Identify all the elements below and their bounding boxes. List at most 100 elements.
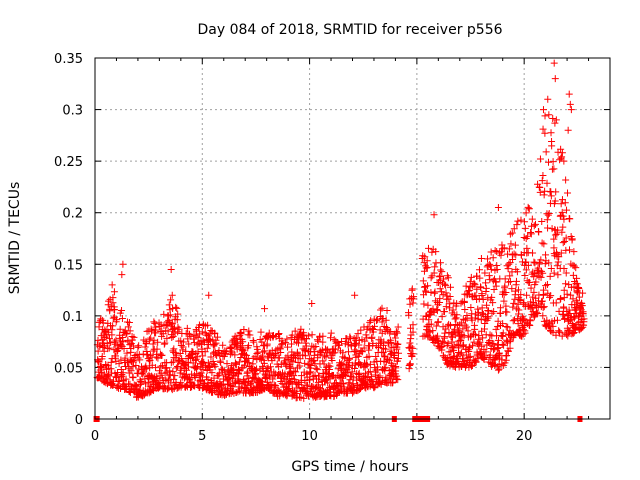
data-point <box>490 340 498 348</box>
data-point <box>324 379 332 387</box>
data-point <box>354 330 362 338</box>
data-point <box>145 336 153 344</box>
data-point <box>427 320 435 328</box>
data-point <box>253 345 261 353</box>
data-point <box>560 286 568 294</box>
data-point <box>223 360 231 368</box>
data-point <box>557 145 565 153</box>
data-point <box>170 324 178 332</box>
data-point <box>471 281 479 289</box>
data-point <box>123 349 131 357</box>
data-point <box>110 288 118 296</box>
data-point <box>446 321 454 329</box>
data-point <box>410 293 418 301</box>
data-point <box>540 286 548 294</box>
data-point <box>526 278 534 286</box>
y-tick-label: 0.05 <box>54 361 83 376</box>
data-point <box>423 257 431 265</box>
data-point <box>474 308 482 316</box>
data-point <box>394 376 402 384</box>
data-point <box>158 351 166 359</box>
data-point <box>332 345 340 353</box>
data-point <box>384 355 392 363</box>
data-point <box>525 321 533 329</box>
data-point <box>420 283 428 291</box>
data-point <box>172 351 180 359</box>
data-point <box>554 258 562 266</box>
data-point <box>434 318 442 326</box>
data-point <box>460 341 468 349</box>
data-point <box>368 333 376 341</box>
data-point <box>208 369 216 377</box>
data-point <box>480 352 488 360</box>
data-point <box>311 348 319 356</box>
data-point <box>510 250 518 258</box>
data-point <box>563 290 571 298</box>
data-point <box>462 282 470 290</box>
data-point <box>468 362 476 370</box>
data-point <box>464 327 472 335</box>
data-point <box>478 291 486 299</box>
data-point <box>423 263 431 271</box>
data-point <box>523 244 531 252</box>
data-point <box>558 228 566 236</box>
data-point <box>348 389 356 397</box>
data-point <box>510 316 518 324</box>
data-point <box>266 363 274 371</box>
data-point <box>431 288 439 296</box>
data-point <box>134 343 142 351</box>
data-point <box>132 361 140 369</box>
data-point <box>534 264 542 272</box>
data-point <box>566 309 574 317</box>
data-point <box>214 333 222 341</box>
data-point <box>477 255 485 263</box>
data-point <box>517 291 525 299</box>
data-point <box>422 287 430 295</box>
data-point <box>494 317 502 325</box>
data-point <box>491 247 499 255</box>
data-point <box>226 343 234 351</box>
data-point <box>325 362 333 370</box>
data-point <box>230 380 238 388</box>
data-point <box>289 358 297 366</box>
data-point <box>305 392 313 400</box>
data-point <box>380 338 388 346</box>
data-point <box>284 343 292 351</box>
data-point <box>381 363 389 371</box>
data-point <box>316 386 324 394</box>
y-tick-label: 0.3 <box>62 104 83 119</box>
data-point <box>502 302 510 310</box>
data-point <box>351 359 359 367</box>
data-point <box>220 366 228 374</box>
data-point <box>427 274 435 282</box>
data-point <box>319 338 327 346</box>
data-point <box>506 230 514 238</box>
data-point <box>104 361 112 369</box>
data-point <box>550 235 558 243</box>
data-point <box>572 264 580 272</box>
data-point <box>452 314 460 322</box>
data-point <box>344 348 352 356</box>
data-point <box>204 321 212 329</box>
data-point <box>468 342 476 350</box>
data-point <box>562 269 570 277</box>
data-point <box>438 268 446 276</box>
data-point <box>425 333 433 341</box>
data-point <box>460 357 468 365</box>
data-point <box>152 364 160 372</box>
data-point <box>169 368 177 376</box>
data-point <box>245 342 253 350</box>
data-point <box>298 372 306 380</box>
data-point <box>537 273 545 281</box>
data-point <box>441 329 449 337</box>
data-point <box>460 297 468 305</box>
data-point <box>514 286 522 294</box>
data-point <box>427 288 435 296</box>
y-tick-label: 0 <box>75 413 83 428</box>
data-point <box>197 376 205 384</box>
data-point <box>514 217 522 225</box>
data-point <box>174 310 182 318</box>
data-point <box>172 303 180 311</box>
data-point <box>261 347 269 355</box>
data-point <box>435 278 443 286</box>
